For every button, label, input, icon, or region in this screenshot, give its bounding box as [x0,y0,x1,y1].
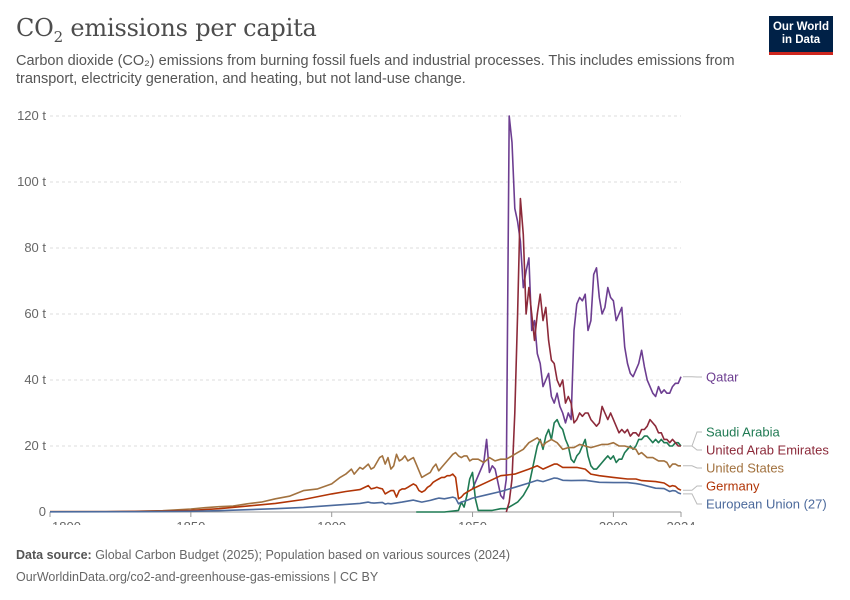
line-chart: 0 20 t 40 t 60 t 80 t 100 t 120 t 1800 1850 1900 1… [17,108,829,525]
y-tick-label: 40 t [24,372,46,387]
source-url[interactable]: OurWorldinData.org/co2-and-greenhouse-ga… [16,570,379,584]
series-label[interactable]: United Arab Emirates [706,443,829,458]
y-tick-label: 20 t [24,438,46,453]
gridlines [50,115,681,447]
chart-title: CO2 emissions per capita [16,14,317,46]
x-tick-label: 2024 [667,519,696,525]
series-line[interactable] [416,418,682,513]
series-line[interactable] [50,436,681,513]
series-label[interactable]: Saudi Arabia [706,425,780,440]
label-connector [683,445,702,451]
logo-line-2: in Data [781,34,821,46]
series-lines [49,115,682,513]
owid-logo[interactable]: Our World in Data [769,16,833,55]
x-tick-label: 1800 [52,519,81,525]
series-label[interactable]: United States [706,461,785,476]
logo-line-1: Our World [772,21,829,33]
series-line[interactable] [49,477,682,513]
x-tick-label: 1950 [458,519,487,525]
series-line[interactable] [505,197,681,513]
chart-subtitle: Carbon dioxide (CO₂) emissions from burn… [16,53,735,87]
y-tick-label: 120 t [17,108,46,123]
series-label[interactable]: European Union (27) [706,497,827,512]
y-tick-label: 0 [39,504,46,519]
data-source: Data source: Global Carbon Budget (2025)… [16,548,511,562]
label-connector [683,465,702,469]
y-tick-label: 60 t [24,306,46,321]
y-tick-label: 80 t [24,240,46,255]
series-label[interactable]: Qatar [706,370,739,385]
series-labels: Qatar Saudi Arabia United Arab Emirates Uni… [683,370,829,512]
label-connector [683,485,702,491]
x-tick-label: 1850 [176,519,205,525]
x-tick-label: 1900 [317,519,346,525]
label-connector [683,431,702,447]
axes: 0 20 t 40 t 60 t 80 t 100 t 120 t 1800 1850 1900 1… [17,108,695,525]
series-label[interactable]: Germany [706,479,760,494]
series-line[interactable] [471,115,682,500]
x-tick-label: 2000 [599,519,628,525]
label-connector [683,493,702,505]
series-line[interactable] [50,463,682,513]
y-tick-label: 100 t [17,174,46,189]
